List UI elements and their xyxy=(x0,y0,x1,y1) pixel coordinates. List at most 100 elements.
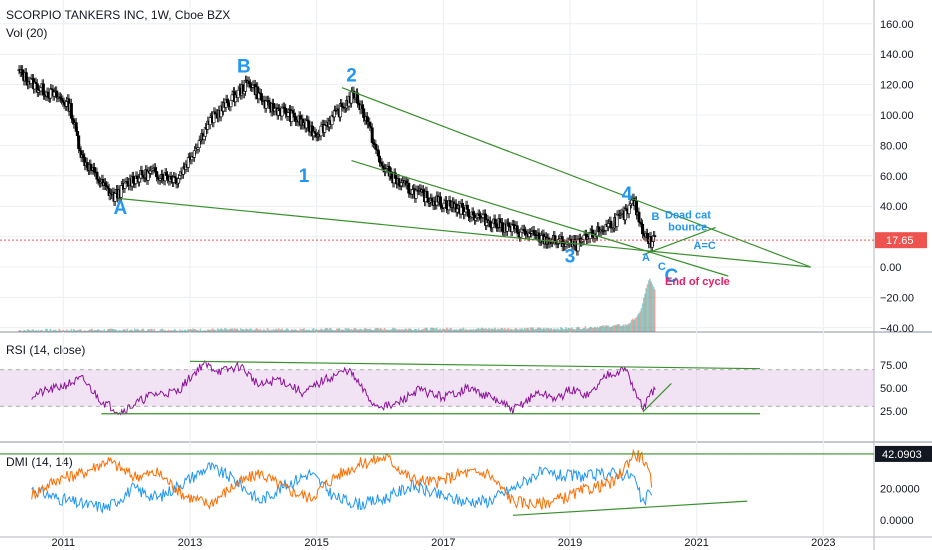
volume-bar xyxy=(453,329,455,332)
volume-bar xyxy=(360,328,363,332)
volume-bar xyxy=(169,330,171,332)
volume-bar xyxy=(108,328,110,332)
volume-bar xyxy=(490,328,493,332)
volume-bar xyxy=(176,330,179,332)
volume-bar xyxy=(225,328,227,332)
volume-bar xyxy=(54,329,57,332)
volume-bar xyxy=(93,330,96,332)
volume-bar xyxy=(152,330,154,332)
volume-bar xyxy=(130,329,132,332)
volume-bar xyxy=(292,329,294,332)
volume-bar xyxy=(144,331,147,332)
volume-bar xyxy=(381,329,383,332)
dmi-last-value: 42.0903 xyxy=(882,449,922,461)
volume-bar xyxy=(258,330,260,332)
volume-bar xyxy=(591,327,594,332)
volume-bar xyxy=(180,330,182,332)
volume-bar xyxy=(407,328,410,332)
volume-bar xyxy=(32,329,35,332)
volume-bar xyxy=(534,329,537,332)
x-tick-label: 2021 xyxy=(684,537,708,549)
volume-bar xyxy=(227,329,230,332)
volume-bar xyxy=(571,327,573,332)
volume-bar xyxy=(300,329,303,332)
volume-bar xyxy=(253,329,255,332)
volume-bar xyxy=(231,328,233,332)
volume-bar xyxy=(562,329,565,332)
volume-bar xyxy=(573,329,576,332)
volume-bar xyxy=(611,326,613,332)
volume-bar xyxy=(196,330,198,332)
volume-bar xyxy=(373,329,376,332)
volume-bar xyxy=(178,329,181,332)
rsi-line xyxy=(31,360,656,416)
volume-bar xyxy=(328,327,331,332)
volume-bar xyxy=(146,330,148,332)
volume-bar xyxy=(528,329,531,332)
volume-bar xyxy=(376,328,378,332)
volume-bar xyxy=(403,329,405,332)
volume-bar xyxy=(526,327,528,332)
volume-bar xyxy=(557,329,560,332)
volume-bar xyxy=(529,327,532,332)
volume-bar xyxy=(411,330,414,332)
volume-bar xyxy=(174,328,176,332)
volume-bar xyxy=(236,328,238,332)
dmi-tick-label: 20.0000 xyxy=(880,484,920,496)
volume-bar xyxy=(533,329,535,332)
volume-bar xyxy=(60,330,63,332)
volume-bar xyxy=(189,328,192,332)
dmi-label: DMI (14, 14) xyxy=(6,455,73,469)
volume-bar xyxy=(224,328,226,332)
volume-bar xyxy=(446,328,449,332)
volume-bar xyxy=(619,325,622,332)
volume-bar xyxy=(646,284,649,332)
volume-bar xyxy=(416,330,419,332)
volume-bar xyxy=(329,328,332,332)
volume-bar xyxy=(515,327,517,332)
wave-label: B xyxy=(652,211,660,223)
volume-bar xyxy=(96,330,98,332)
volume-bar xyxy=(551,329,554,332)
volume-bar xyxy=(417,328,420,332)
volume-bar xyxy=(41,330,43,332)
dmi-value-tag xyxy=(875,445,932,462)
volume-bar xyxy=(643,297,645,332)
volume-bar xyxy=(208,329,210,332)
volume-bar xyxy=(222,329,225,332)
volume-bar xyxy=(104,330,107,332)
volume-bar xyxy=(461,328,464,332)
volume-bar xyxy=(142,328,145,332)
wave-label: 4 xyxy=(622,184,633,205)
volume-bar xyxy=(20,331,23,332)
volume-bar xyxy=(334,330,337,332)
volume-bar xyxy=(517,329,520,332)
volume-bar xyxy=(378,329,381,332)
volume-bar xyxy=(607,325,610,332)
volume-bar xyxy=(560,327,562,332)
rsi-tick-label: 75.00 xyxy=(880,360,908,372)
volume-bar xyxy=(164,329,166,332)
rsi-trendline xyxy=(189,360,761,370)
volume-bar xyxy=(471,329,473,332)
volume-bar xyxy=(423,328,426,332)
trendline xyxy=(120,198,811,268)
volume-bar xyxy=(47,331,50,332)
volume-bar xyxy=(272,328,275,332)
volume-bar xyxy=(356,329,359,332)
volume-bar xyxy=(105,330,108,332)
volume-bar xyxy=(309,330,311,332)
volume-bar xyxy=(393,328,395,332)
volume-bar xyxy=(371,330,374,332)
volume-bar xyxy=(66,330,69,332)
volume-bar xyxy=(613,324,616,332)
volume-bar xyxy=(187,328,190,332)
volume-bar xyxy=(85,331,87,332)
volume-bar xyxy=(269,330,271,332)
volume-bar xyxy=(623,325,626,332)
annotation-text: bounce xyxy=(668,222,707,234)
volume-bar xyxy=(379,328,382,332)
volume-bar xyxy=(487,329,489,332)
volume-bar xyxy=(115,329,118,332)
